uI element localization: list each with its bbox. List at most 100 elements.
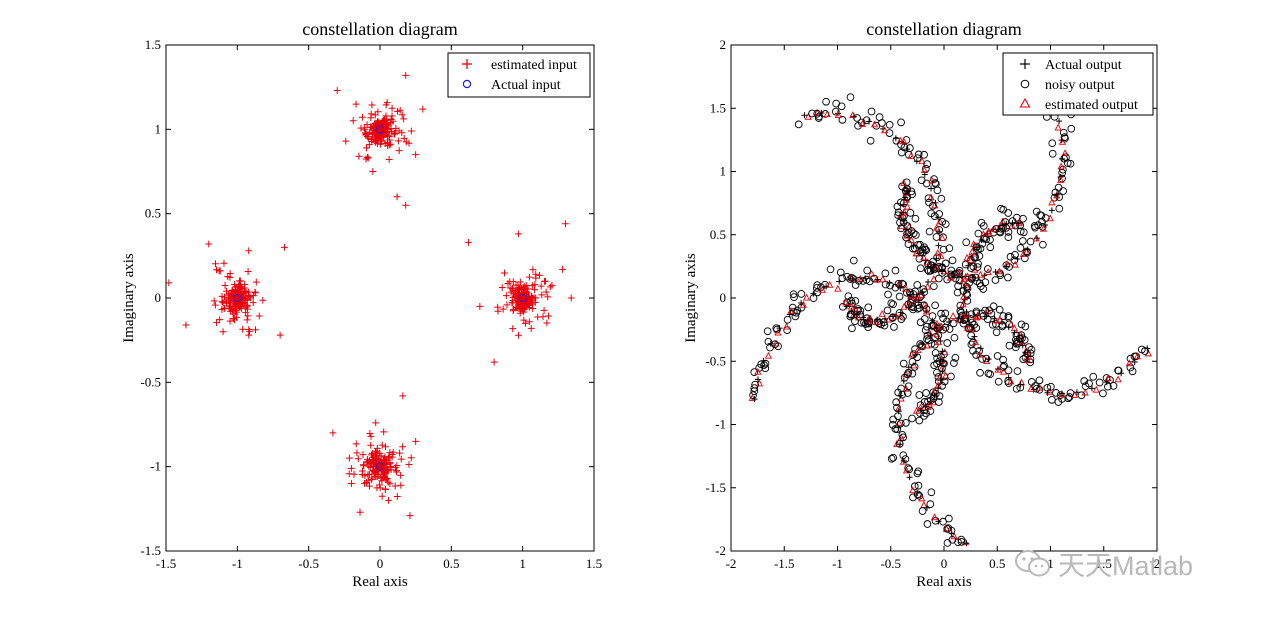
actual-output-point	[1044, 389, 1051, 396]
estimated-input-point	[239, 325, 247, 333]
noisy-output-point	[894, 279, 903, 288]
noisy-output-point	[914, 481, 923, 490]
estimated-output-point	[1046, 214, 1054, 222]
noisy-output-point	[851, 297, 860, 305]
estimated-input-point	[213, 319, 220, 327]
noisy-output-point	[783, 326, 791, 335]
actual-output-point	[1059, 390, 1066, 397]
legend-estimated-input: estimated input	[491, 58, 577, 73]
noisy-output-point	[843, 298, 851, 307]
actual-output-point	[921, 171, 928, 178]
actual-output-point	[935, 214, 942, 221]
noisy-output-point	[938, 381, 946, 390]
estimated-output-point	[918, 494, 926, 502]
noisy-output-point	[790, 293, 798, 301]
noisy-output-point	[857, 118, 866, 127]
noisy-output-point	[902, 418, 910, 427]
estimated-input-point	[249, 299, 257, 307]
estimated-input-point	[373, 444, 381, 452]
noisy-output-point	[999, 355, 1007, 364]
estimated-input-point	[222, 299, 230, 307]
estimated-input-point	[233, 308, 241, 316]
estimated-input-point	[367, 114, 375, 122]
estimated-output-point	[818, 285, 826, 293]
noisy-output-point	[935, 398, 943, 406]
estimated-input-point	[210, 297, 218, 305]
legend-actual-output: Actual output	[1045, 58, 1122, 73]
noisy-output-point	[929, 394, 938, 403]
noisy-output-point	[947, 270, 955, 279]
estimated-output-point	[990, 225, 999, 233]
actual-output-point	[922, 403, 929, 410]
noisy-output-point	[933, 253, 942, 262]
estimated-output-point	[872, 318, 881, 326]
estimated-input-point	[397, 471, 405, 479]
noisy-output-point	[937, 194, 946, 203]
chart-left-title: constellation diagram	[302, 19, 457, 39]
noisy-output-point	[906, 298, 915, 307]
estimated-input-point	[523, 289, 531, 297]
noisy-output-point	[890, 323, 898, 331]
noisy-output-point	[860, 318, 868, 327]
estimated-input-point	[538, 291, 546, 299]
estimated-input-point	[397, 455, 405, 463]
legend-estimated-output-marker	[1019, 97, 1031, 108]
noisy-output-point	[1026, 349, 1035, 358]
noisy-output-point	[924, 336, 933, 345]
noisy-output-point	[893, 403, 901, 412]
noisy-output-point	[999, 363, 1008, 371]
estimated-input-point	[548, 282, 556, 289]
noisy-output-point	[920, 315, 929, 323]
noisy-output-point	[797, 290, 806, 298]
noisy-output-point	[918, 507, 927, 515]
estimated-input-point	[255, 312, 263, 320]
actual-output-point	[928, 185, 935, 192]
estimated-input-point	[245, 331, 253, 339]
estimated-output-point	[984, 268, 992, 276]
noisy-output-point	[899, 433, 907, 442]
estimated-input-point	[368, 460, 375, 468]
estimated-output-point	[933, 223, 941, 231]
estimated-output-point	[995, 267, 1004, 275]
chart-right-ylabel: Imaginary axis	[683, 253, 699, 343]
noisy-output-point	[837, 102, 846, 111]
x-tick-label: -1.5	[156, 556, 177, 571]
estimated-input-point	[383, 475, 391, 483]
noisy-output-point	[982, 354, 991, 363]
noisy-output-point	[1128, 367, 1137, 376]
noisy-output-point	[945, 244, 954, 253]
estimated-output-point	[976, 270, 985, 278]
noisy-output-point	[749, 391, 757, 400]
actual-input-point	[233, 293, 242, 303]
estimated-output-point	[804, 112, 812, 120]
estimated-input-point	[349, 117, 357, 125]
noisy-output-point	[1017, 320, 1026, 329]
noisy-output-point	[1089, 372, 1098, 381]
actual-output-point	[810, 290, 817, 297]
estimated-input-point	[512, 281, 520, 289]
noisy-output-point	[1048, 395, 1056, 404]
estimated-input-point	[522, 288, 530, 295]
estimated-input-point	[522, 320, 529, 327]
estimated-output-point	[1125, 359, 1133, 367]
estimated-input-point	[508, 299, 516, 307]
x-tick-label: 1	[519, 556, 526, 571]
noisy-output-point	[975, 252, 984, 260]
actual-output-point	[937, 377, 944, 384]
estimated-input-point	[347, 465, 355, 472]
noisy-output-point	[941, 259, 950, 268]
noisy-output-point	[789, 308, 798, 316]
estimated-output-point	[920, 253, 928, 261]
y-tick-label: 0.5	[710, 227, 726, 242]
noisy-output-point	[941, 309, 950, 318]
estimated-input-point	[407, 127, 415, 135]
noisy-output-point	[1004, 209, 1013, 217]
estimated-input-point	[371, 111, 379, 119]
noisy-output-point	[1035, 376, 1044, 385]
estimated-input-point	[374, 471, 382, 479]
noisy-output-point	[961, 260, 970, 269]
noisy-output-point	[937, 309, 945, 318]
estimated-output-point	[941, 348, 949, 356]
estimated-input-point	[526, 273, 533, 281]
